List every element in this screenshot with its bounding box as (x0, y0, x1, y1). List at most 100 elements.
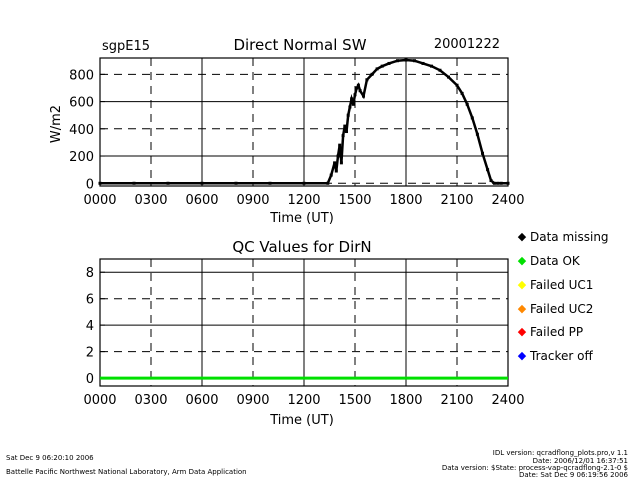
legend-marker-failed-pp: ◆ (518, 325, 527, 338)
chart0-data-point (438, 68, 442, 72)
footer-idl-date: Date: 2006/12/01 16:37:51 (533, 457, 628, 465)
legend-label-data-missing: Data missing (530, 230, 609, 244)
chart0-data-point (356, 83, 360, 87)
chart0-y-tick-label: 600 (69, 96, 94, 111)
chart0-data-point (345, 130, 348, 134)
date-label: 20001222 (434, 37, 500, 52)
chart0-data-point (343, 124, 347, 128)
chart0-data-point (268, 181, 272, 185)
legend-marker-tracker-off: ◆ (518, 349, 527, 362)
chart0-data-point (350, 97, 354, 101)
top-chart: 0000 0300 0600 0900 1200 1500 1800 2100 2400 0 200… (69, 57, 525, 208)
chart0-data-point (489, 179, 493, 183)
chart0-x-tick-label: 0000 (83, 193, 116, 208)
chart0-data-point (334, 169, 338, 173)
site-label: sgpE15 (102, 39, 150, 54)
chart0-y-tick-label: 400 (69, 123, 94, 138)
chart0-data-point (326, 181, 330, 185)
chart0-x-tick-label: 0900 (236, 193, 269, 208)
legend-item-data-missing: ◆ Data missing (518, 230, 609, 244)
footer-idl-version: IDL version: qcradflong_plots.pro,v 1.1 (493, 449, 628, 457)
chart1-x-tick-label: 2400 (491, 393, 524, 408)
chart0-data-point (430, 64, 433, 68)
chart0-y-tick-label: 200 (69, 150, 94, 165)
chart0-data-point (132, 181, 136, 185)
chart1-x-tick-label: 2100 (440, 393, 473, 408)
chart0-frame (99, 57, 509, 187)
chart0-data-point (166, 181, 170, 185)
chart0-x-tick-label: 1200 (287, 193, 320, 208)
chart1-y-tick-label: 6 (86, 293, 94, 308)
chart1-x-tick-label: 0900 (236, 393, 269, 408)
legend-label-tracker-off: Tracker off (529, 349, 593, 363)
chart0-data-point (353, 93, 357, 97)
legend-marker-failed-uc2: ◆ (518, 302, 527, 315)
chart0-data-point (355, 86, 359, 90)
chart0-data-point (200, 181, 204, 185)
legend-item-tracker-off: ◆ Tracker off (518, 349, 594, 363)
chart0-data-point (506, 181, 510, 185)
footer-institution: Battelle Pacific Northwest National Labo… (6, 468, 247, 476)
chart0-x-tick-label: 1800 (389, 193, 422, 208)
chart0-data-point (496, 181, 500, 185)
chart0-data-point (465, 102, 469, 106)
chart0-x-tick-label: 0600 (185, 193, 218, 208)
footer-timestamp: Sat Dec 9 06:20:10 2006 (6, 454, 94, 462)
chart0-data-point (396, 59, 399, 63)
chart0-data-point (421, 61, 425, 65)
chart1-y-tick-label: 0 (86, 372, 94, 387)
chart0-data-point (413, 59, 416, 63)
chart1-x-tick-label: 0300 (134, 393, 167, 408)
chart0-data-point (329, 173, 333, 177)
chart0-y-tick-label: 800 (69, 68, 94, 83)
top-x-axis-label: Time (UT) (269, 211, 334, 226)
chart0-data-point (365, 78, 369, 82)
chart1-x-tick-label: 0000 (83, 393, 116, 408)
chart1-y-tick-label: 2 (86, 346, 94, 361)
chart0-data-point (380, 64, 384, 68)
bottom-chart-title: QC Values for DirN (232, 238, 371, 256)
chart0-data-point (338, 143, 342, 147)
chart0-data-point (98, 181, 102, 185)
chart0-data-point (348, 105, 352, 109)
chart0-data-point (333, 161, 337, 165)
legend-label-failed-uc2: Failed UC2 (530, 302, 593, 316)
chart0-data-point (492, 181, 496, 185)
legend-item-failed-uc1: ◆ Failed UC1 (518, 278, 594, 292)
chart1-x-tick-label: 1200 (287, 393, 320, 408)
legend-item-failed-pp: ◆ Failed PP (518, 325, 583, 339)
chart0-data-point (362, 94, 365, 98)
chart1-y-tick-label: 4 (86, 319, 94, 334)
top-chart-title: Direct Normal SW (233, 36, 366, 54)
legend-item-data-ok: ◆ Data OK (518, 254, 581, 268)
chart0-x-tick-label: 2400 (491, 193, 524, 208)
chart0-data-point (481, 151, 484, 155)
chart0-series-trace (100, 58, 508, 185)
chart1-x-tick-label: 1800 (389, 393, 422, 408)
chart0-data-point (358, 89, 362, 93)
chart0-data-point (470, 116, 474, 120)
chart0-data-point (460, 91, 464, 95)
chart0-data-point (370, 72, 374, 76)
legend-marker-data-missing: ◆ (518, 230, 527, 243)
chart0-x-tick-label: 2100 (440, 193, 473, 208)
chart1-x-tick-label: 0600 (185, 393, 218, 408)
legend-item-failed-uc2: ◆ Failed UC2 (518, 302, 594, 316)
bottom-chart: 0000 0300 0600 0900 1200 1500 1800 2100 2400 0 2 4 6… (83, 258, 525, 408)
legend-label-data-ok: Data OK (530, 254, 581, 268)
chart0-data-point (351, 102, 355, 106)
legend-label-failed-pp: Failed PP (530, 325, 583, 339)
chart0-data-point (302, 181, 306, 185)
chart1-x-tick-label: 1500 (338, 393, 371, 408)
chart0-data-point (486, 168, 490, 172)
chart0-data-point (455, 83, 459, 87)
chart0-data-point (475, 132, 479, 136)
chart0-data-point (499, 181, 503, 185)
chart0-data-point (336, 154, 340, 158)
chart0-data-point (387, 61, 391, 65)
chart0-data-point (375, 67, 379, 71)
chart0-data-point (404, 58, 408, 62)
footer-data-date: Date: Sat Dec 9 06:19:56 2006 (519, 471, 628, 479)
chart0-data-point (346, 113, 350, 117)
